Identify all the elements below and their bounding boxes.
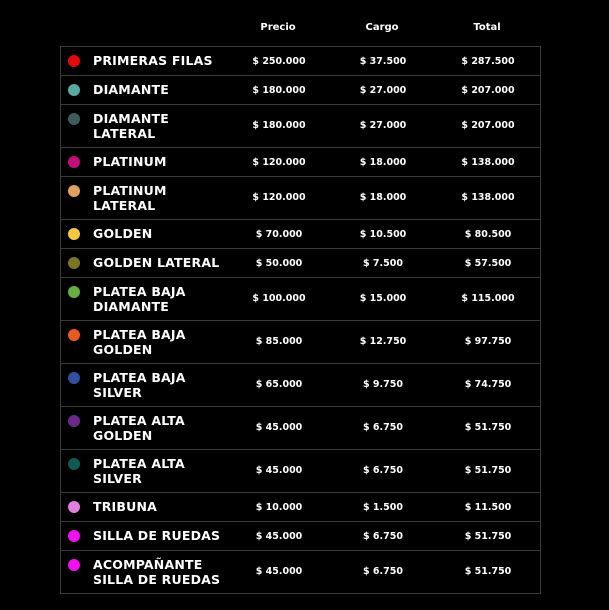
color-dot-icon bbox=[68, 458, 80, 470]
color-dot-icon bbox=[68, 84, 80, 96]
table-header: Precio Cargo Total bbox=[0, 22, 609, 38]
price-table: PRIMERAS FILAS $ 250.000 $ 37.500 $ 287.… bbox=[60, 46, 541, 594]
precio-value: $ 180.000 bbox=[252, 120, 306, 131]
cargo-value: $ 1.500 bbox=[363, 502, 403, 513]
color-dot-icon bbox=[68, 530, 80, 542]
section-name: SILLA DE RUEDAS bbox=[93, 528, 221, 543]
total-value: $ 287.500 bbox=[461, 56, 515, 67]
table-row: SILLA DE RUEDAS $ 45.000 $ 6.750 $ 51.75… bbox=[61, 522, 540, 551]
table-row: DIAMANTE LATERAL $ 180.000 $ 27.000 $ 20… bbox=[61, 105, 540, 148]
section-name: TRIBUNA bbox=[93, 499, 158, 514]
cargo-value: $ 6.750 bbox=[363, 465, 403, 476]
section-name: PLATEA ALTA SILVER bbox=[93, 456, 185, 486]
precio-value: $ 45.000 bbox=[255, 422, 303, 433]
cargo-value: $ 6.750 bbox=[363, 531, 403, 542]
color-dot-icon bbox=[68, 286, 80, 298]
cargo-value: $ 10.500 bbox=[359, 229, 407, 240]
precio-value: $ 180.000 bbox=[252, 85, 306, 96]
header-total: Total bbox=[473, 22, 501, 33]
table-row: PLATEA ALTA SILVER $ 45.000 $ 6.750 $ 51… bbox=[61, 450, 540, 493]
section-name: PLATEA ALTA GOLDEN bbox=[93, 413, 185, 443]
table-row: DIAMANTE $ 180.000 $ 27.000 $ 207.000 bbox=[61, 76, 540, 105]
total-value: $ 51.750 bbox=[464, 465, 512, 476]
color-dot-icon bbox=[68, 329, 80, 341]
cargo-value: $ 37.500 bbox=[359, 56, 407, 67]
precio-value: $ 120.000 bbox=[252, 157, 306, 168]
cargo-value: $ 6.750 bbox=[363, 566, 403, 577]
color-dot-icon bbox=[68, 501, 80, 513]
total-value: $ 57.500 bbox=[464, 258, 512, 269]
total-value: $ 207.000 bbox=[461, 120, 515, 131]
precio-value: $ 65.000 bbox=[255, 379, 303, 390]
total-value: $ 51.750 bbox=[464, 422, 512, 433]
color-dot-icon bbox=[68, 156, 80, 168]
total-value: $ 80.500 bbox=[464, 229, 512, 240]
section-name: PRIMERAS FILAS bbox=[93, 53, 213, 68]
color-dot-icon bbox=[68, 257, 80, 269]
section-name: PLATEA BAJA SILVER bbox=[93, 370, 186, 400]
total-value: $ 207.000 bbox=[461, 85, 515, 96]
color-dot-icon bbox=[68, 55, 80, 67]
table-row: ACOMPAÑANTE SILLA DE RUEDAS $ 45.000 $ 6… bbox=[61, 551, 540, 594]
color-dot-icon bbox=[68, 113, 80, 125]
total-value: $ 138.000 bbox=[461, 157, 515, 168]
section-name: ACOMPAÑANTE SILLA DE RUEDAS bbox=[93, 557, 221, 587]
table-row: GOLDEN LATERAL $ 50.000 $ 7.500 $ 57.500 bbox=[61, 249, 540, 278]
color-dot-icon bbox=[68, 372, 80, 384]
color-dot-icon bbox=[68, 415, 80, 427]
cargo-value: $ 15.000 bbox=[359, 293, 407, 304]
section-name: GOLDEN bbox=[93, 226, 153, 241]
precio-value: $ 120.000 bbox=[252, 192, 306, 203]
precio-value: $ 70.000 bbox=[255, 229, 303, 240]
table-row: PLATEA BAJA SILVER $ 65.000 $ 9.750 $ 74… bbox=[61, 364, 540, 407]
cargo-value: $ 18.000 bbox=[359, 192, 407, 203]
table-row: PLATINUM LATERAL $ 120.000 $ 18.000 $ 13… bbox=[61, 177, 540, 220]
cargo-value: $ 6.750 bbox=[363, 422, 403, 433]
header-precio: Precio bbox=[260, 22, 296, 33]
total-value: $ 115.000 bbox=[461, 293, 515, 304]
color-dot-icon bbox=[68, 228, 80, 240]
total-value: $ 51.750 bbox=[464, 566, 512, 577]
section-name: PLATEA BAJA DIAMANTE bbox=[93, 284, 186, 314]
table-row: TRIBUNA $ 10.000 $ 1.500 $ 11.500 bbox=[61, 493, 540, 522]
precio-value: $ 85.000 bbox=[255, 336, 303, 347]
total-value: $ 97.750 bbox=[464, 336, 512, 347]
header-cargo: Cargo bbox=[365, 22, 399, 33]
section-name: GOLDEN LATERAL bbox=[93, 255, 220, 270]
cargo-value: $ 7.500 bbox=[363, 258, 403, 269]
total-value: $ 74.750 bbox=[464, 379, 512, 390]
color-dot-icon bbox=[68, 559, 80, 571]
cargo-value: $ 18.000 bbox=[359, 157, 407, 168]
precio-value: $ 10.000 bbox=[255, 502, 303, 513]
total-value: $ 11.500 bbox=[464, 502, 512, 513]
cargo-value: $ 27.000 bbox=[359, 85, 407, 96]
precio-value: $ 250.000 bbox=[252, 56, 306, 67]
section-name: PLATINUM bbox=[93, 154, 167, 169]
precio-value: $ 50.000 bbox=[255, 258, 303, 269]
precio-value: $ 45.000 bbox=[255, 465, 303, 476]
total-value: $ 51.750 bbox=[464, 531, 512, 542]
cargo-value: $ 9.750 bbox=[363, 379, 403, 390]
color-dot-icon bbox=[68, 185, 80, 197]
section-name: DIAMANTE bbox=[93, 82, 169, 97]
precio-value: $ 45.000 bbox=[255, 566, 303, 577]
section-name: PLATINUM LATERAL bbox=[93, 183, 167, 213]
table-row: PLATEA ALTA GOLDEN $ 45.000 $ 6.750 $ 51… bbox=[61, 407, 540, 450]
table-row: GOLDEN $ 70.000 $ 10.500 $ 80.500 bbox=[61, 220, 540, 249]
table-row: PLATINUM $ 120.000 $ 18.000 $ 138.000 bbox=[61, 148, 540, 177]
cargo-value: $ 12.750 bbox=[359, 336, 407, 347]
section-name: DIAMANTE LATERAL bbox=[93, 111, 169, 141]
precio-value: $ 45.000 bbox=[255, 531, 303, 542]
table-row: PLATEA BAJA DIAMANTE $ 100.000 $ 15.000 … bbox=[61, 278, 540, 321]
total-value: $ 138.000 bbox=[461, 192, 515, 203]
table-row: PRIMERAS FILAS $ 250.000 $ 37.500 $ 287.… bbox=[61, 47, 540, 76]
table-row: PLATEA BAJA GOLDEN $ 85.000 $ 12.750 $ 9… bbox=[61, 321, 540, 364]
cargo-value: $ 27.000 bbox=[359, 120, 407, 131]
precio-value: $ 100.000 bbox=[252, 293, 306, 304]
section-name: PLATEA BAJA GOLDEN bbox=[93, 327, 186, 357]
